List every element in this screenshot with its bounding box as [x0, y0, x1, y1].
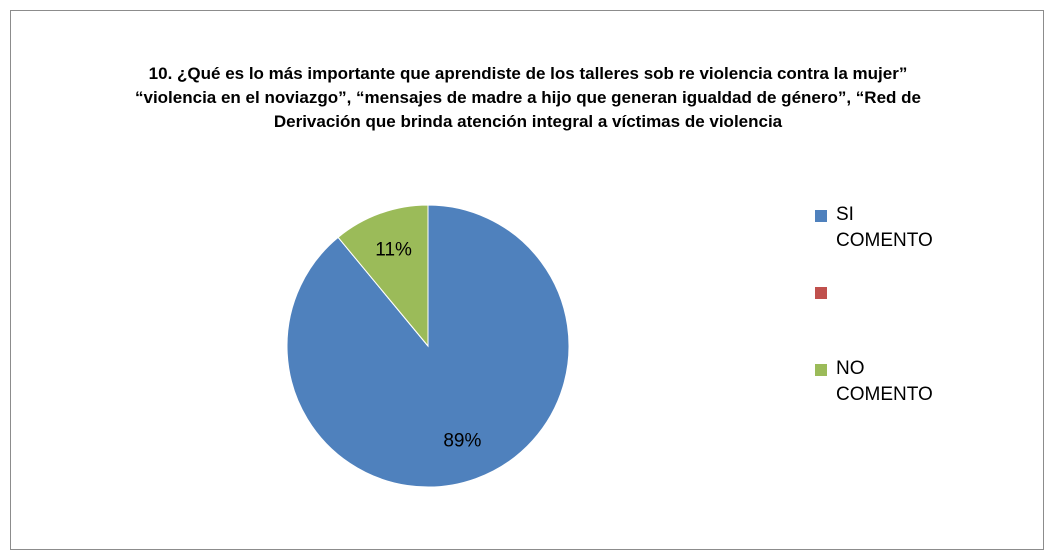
pie-slice: [337, 204, 429, 348]
chart-title: 10. ¿Qué es lo más importante que aprend…: [135, 64, 921, 131]
legend-swatch: [815, 287, 827, 299]
legend-label: SI COMENTO: [836, 204, 933, 251]
data-label: 89%: [443, 431, 481, 452]
legend-swatch: [815, 364, 827, 376]
legend-label: NO COMENTO: [836, 358, 933, 405]
chart: 89% 11%: [286, 204, 570, 488]
page: 10. ¿Qué es lo más importante que aprend…: [10, 10, 1044, 550]
legend-swatch: [815, 210, 827, 222]
data-label: 11%: [375, 239, 412, 260]
